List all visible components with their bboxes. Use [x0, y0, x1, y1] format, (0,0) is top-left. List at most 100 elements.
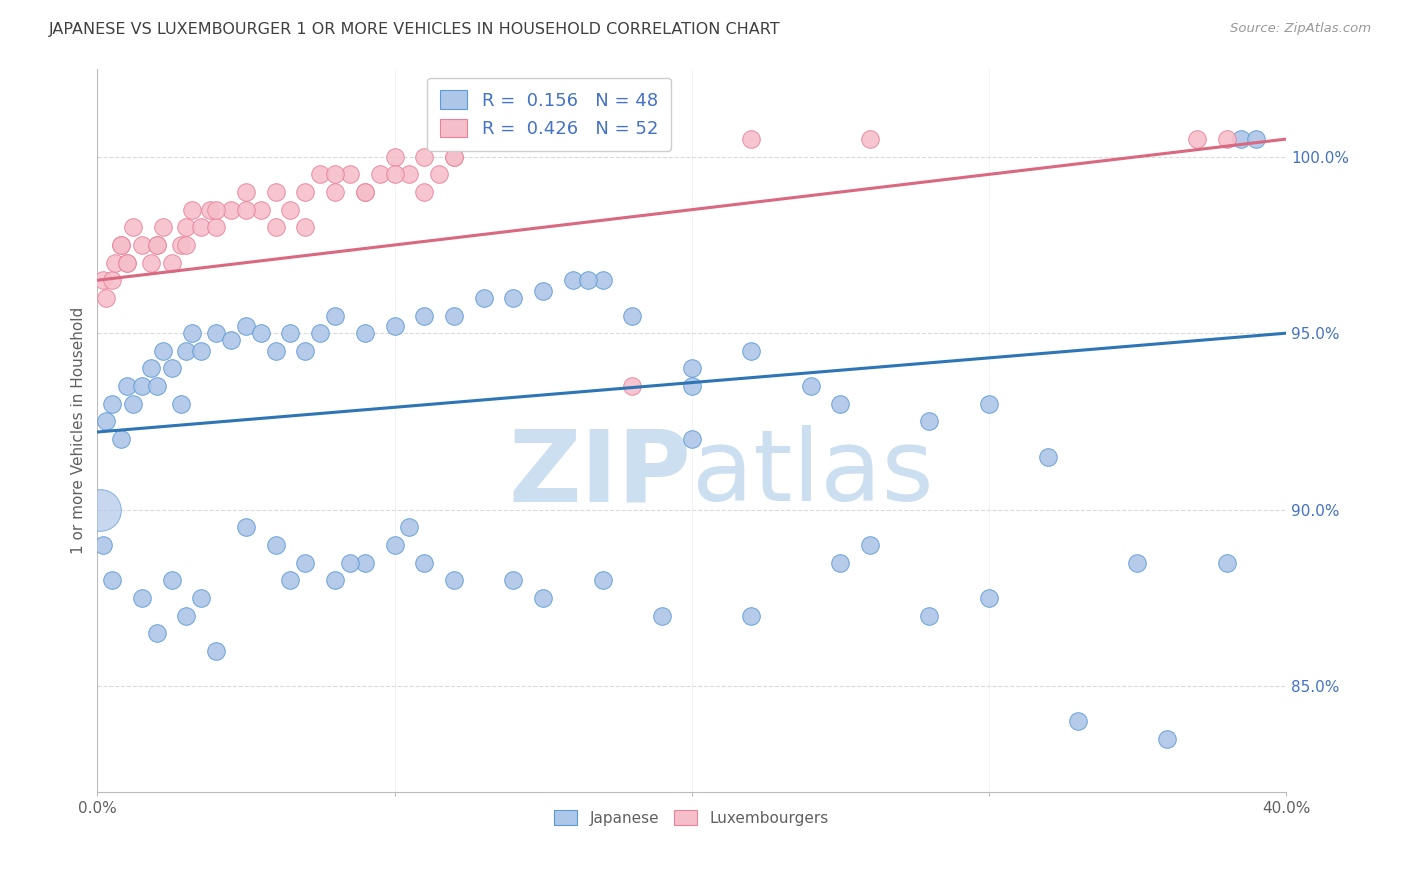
Point	[294, 343, 316, 358]
Point	[200, 202, 222, 217]
Point	[280, 326, 302, 341]
Point	[384, 150, 406, 164]
Point	[977, 591, 1000, 605]
Point	[115, 379, 138, 393]
Point	[502, 291, 524, 305]
Point	[651, 608, 673, 623]
Point	[353, 556, 375, 570]
Point	[918, 608, 941, 623]
Point	[1156, 732, 1178, 747]
Point	[339, 556, 361, 570]
Point	[384, 319, 406, 334]
Point	[249, 326, 271, 341]
Point	[205, 202, 228, 217]
Point	[181, 202, 204, 217]
Point	[96, 291, 118, 305]
Point	[681, 432, 703, 446]
Legend: Japanese, Luxembourgers: Japanese, Luxembourgers	[546, 801, 838, 835]
Point	[139, 361, 162, 376]
Point	[681, 379, 703, 393]
Point	[443, 150, 465, 164]
Point	[101, 397, 124, 411]
Point	[384, 538, 406, 552]
Point	[576, 273, 599, 287]
Point	[621, 309, 644, 323]
Point	[160, 361, 183, 376]
Point	[146, 238, 169, 252]
Point	[115, 255, 138, 269]
Point	[131, 379, 153, 393]
Text: JAPANESE VS LUXEMBOURGER 1 OR MORE VEHICLES IN HOUSEHOLD CORRELATION CHART: JAPANESE VS LUXEMBOURGER 1 OR MORE VEHIC…	[49, 22, 780, 37]
Point	[176, 343, 198, 358]
Point	[235, 185, 257, 199]
Point	[443, 150, 465, 164]
Point	[323, 573, 346, 587]
Point	[152, 220, 174, 235]
Point	[169, 238, 191, 252]
Point	[830, 556, 852, 570]
Point	[205, 644, 228, 658]
Point	[413, 309, 436, 323]
Point	[176, 608, 198, 623]
Text: Source: ZipAtlas.com: Source: ZipAtlas.com	[1230, 22, 1371, 36]
Point	[398, 168, 420, 182]
Point	[89, 502, 111, 516]
Point	[1067, 714, 1090, 729]
Point	[235, 520, 257, 534]
Point	[264, 220, 287, 235]
Text: ZIP: ZIP	[509, 425, 692, 522]
Point	[146, 626, 169, 640]
Point	[294, 220, 316, 235]
Point	[1126, 556, 1149, 570]
Point	[918, 414, 941, 428]
Point	[323, 185, 346, 199]
Point	[384, 168, 406, 182]
Point	[413, 150, 436, 164]
Point	[205, 326, 228, 341]
Point	[1244, 132, 1267, 146]
Point	[110, 432, 132, 446]
Point	[977, 397, 1000, 411]
Point	[561, 273, 583, 287]
Point	[323, 168, 346, 182]
Point	[1215, 556, 1237, 570]
Text: atlas: atlas	[692, 425, 934, 522]
Point	[264, 185, 287, 199]
Point	[249, 202, 271, 217]
Point	[219, 333, 242, 347]
Y-axis label: 1 or more Vehicles in Household: 1 or more Vehicles in Household	[72, 307, 86, 554]
Point	[621, 379, 644, 393]
Point	[339, 168, 361, 182]
Point	[1185, 132, 1208, 146]
Point	[110, 238, 132, 252]
Point	[219, 202, 242, 217]
Point	[1215, 132, 1237, 146]
Point	[264, 343, 287, 358]
Point	[294, 556, 316, 570]
Point	[115, 255, 138, 269]
Point	[91, 273, 114, 287]
Point	[152, 343, 174, 358]
Point	[235, 319, 257, 334]
Point	[146, 238, 169, 252]
Point	[101, 273, 124, 287]
Point	[160, 255, 183, 269]
Point	[122, 397, 145, 411]
Point	[280, 202, 302, 217]
Point	[190, 220, 212, 235]
Point	[190, 343, 212, 358]
Point	[181, 326, 204, 341]
Point	[353, 185, 375, 199]
Point	[368, 168, 391, 182]
Point	[190, 591, 212, 605]
Point	[681, 361, 703, 376]
Point	[740, 343, 762, 358]
Point	[122, 220, 145, 235]
Point	[859, 538, 882, 552]
Point	[264, 538, 287, 552]
Point	[1038, 450, 1060, 464]
Point	[1230, 132, 1253, 146]
Point	[531, 591, 554, 605]
Point	[101, 573, 124, 587]
Point	[280, 573, 302, 587]
